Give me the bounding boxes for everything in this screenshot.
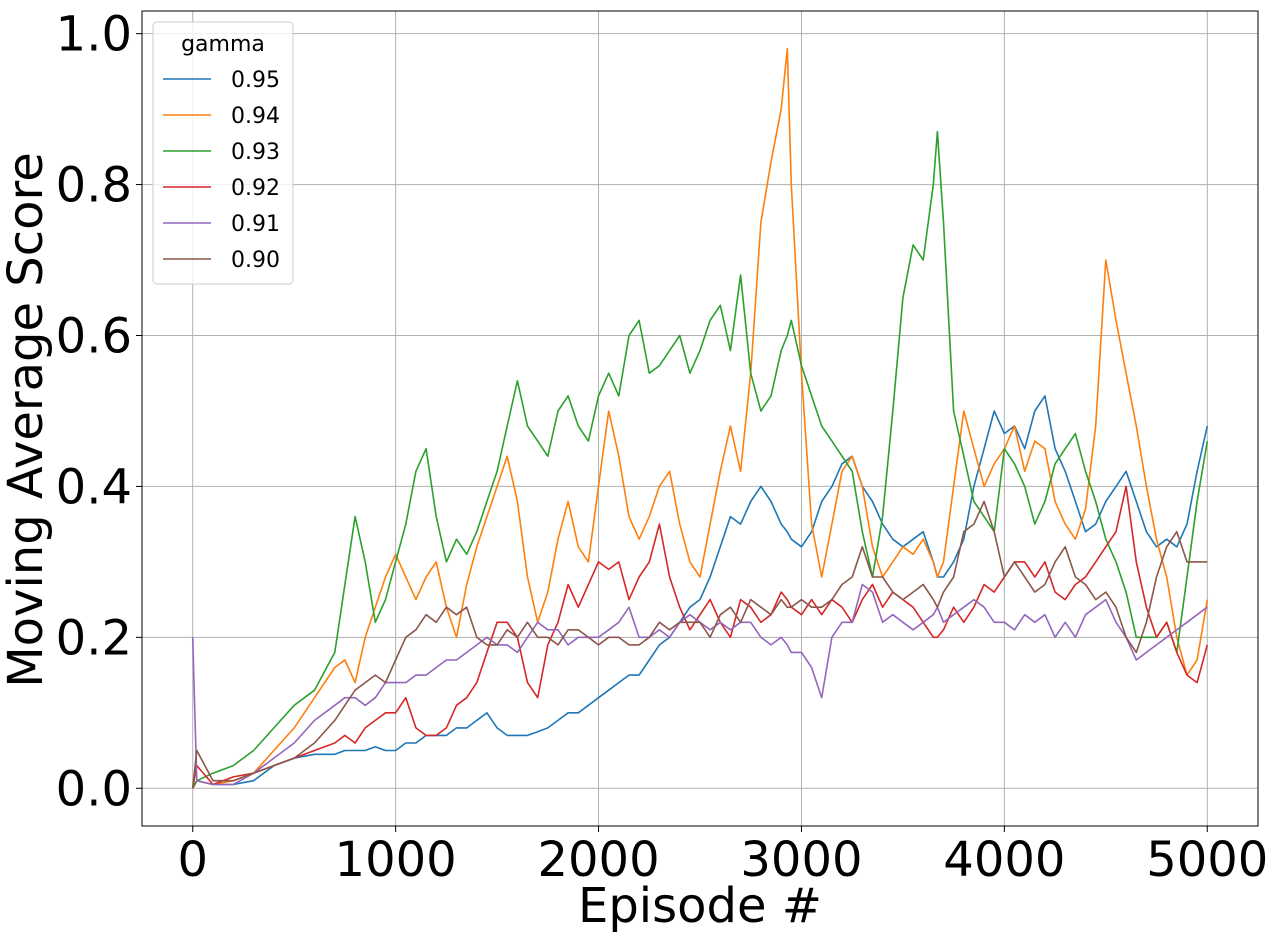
x-tick-label: 1000 [335,832,457,888]
grid [142,11,1258,826]
y-tick-label: 0.8 [56,158,132,214]
legend-items: 0.95 0.94 0.93 0.92 0.91 0.90 [163,68,280,273]
x-tick-label: 4000 [943,832,1065,888]
y-tick-label: 0.0 [56,761,132,817]
legend-box [152,21,294,285]
legend-label-0.91: 0.91 [231,212,280,237]
x-tick-label: 3000 [740,832,862,888]
y-axis-title: Moving Average Score [0,152,54,687]
series-line-0.92 [191,485,1209,789]
legend-label-0.92: 0.92 [231,176,280,201]
legend-label-0.95: 0.95 [231,68,280,93]
series-line-0.94 [191,47,1209,789]
x-tick-label: 5000 [1146,832,1268,888]
y-tick-label: 1.0 [56,7,132,63]
plot-frame [141,10,1259,827]
x-tick-label: 0 [177,832,208,888]
x-axis: 0 1000 2000 3000 4000 5000 [177,826,1268,888]
series-line-0.95 [191,395,1209,789]
x-axis-title: Episode # [578,878,822,934]
y-tick-label: 0.4 [56,459,132,515]
legend: gamma 0.95 0.94 0.93 0.92 0.91 0.90 [152,21,294,285]
y-tick-label: 0.2 [56,610,132,666]
series-layer [191,47,1209,789]
series-line-0.90 [191,500,1208,789]
y-tick-label: 0.6 [56,308,132,364]
legend-label-0.94: 0.94 [231,104,280,129]
legend-title: gamma [181,32,265,57]
x-tick-label: 2000 [537,832,659,888]
series-line-0.93 [191,130,1209,789]
legend-label-0.90: 0.90 [231,248,280,273]
legend-label-0.93: 0.93 [231,140,280,165]
y-axis: 0.0 0.2 0.4 0.6 0.8 1.0 [56,7,142,817]
